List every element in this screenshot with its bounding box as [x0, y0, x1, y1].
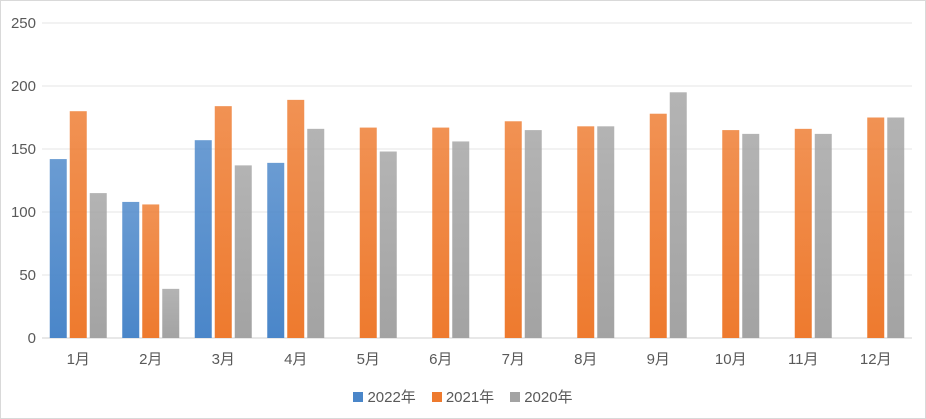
legend-item: 2021年: [431, 386, 495, 407]
legend: 2022年 2021年 2020年: [0, 386, 926, 407]
bar-2021年-6月: [432, 127, 450, 338]
x-tick-label: 10月: [715, 351, 747, 368]
bar-2020年-10月: [742, 133, 760, 338]
bars: [49, 92, 905, 338]
bar-2020年-6月: [452, 141, 470, 338]
x-tick-label: 5月: [357, 351, 380, 368]
legend-label: 2021年: [445, 389, 495, 406]
bar-2021年-10月: [722, 130, 740, 338]
bar-2020年-11月: [814, 133, 832, 338]
bar-2020年-4月: [307, 128, 325, 338]
bar-2020年-8月: [597, 126, 615, 338]
bar-2021年-1月: [69, 111, 87, 338]
legend-label: 2022年: [367, 389, 416, 406]
y-axis-labels: 0 50 100 150 200 250: [11, 15, 36, 347]
x-tick-label: 2月: [139, 351, 162, 368]
gridlines: [42, 22, 912, 339]
x-tick-label: 6月: [429, 351, 452, 368]
bar-2020年-2月: [162, 288, 180, 338]
y-tick-label: 50: [19, 267, 36, 284]
bar-2020年-12月: [887, 117, 905, 338]
bar-2020年-3月: [234, 165, 252, 338]
y-tick-label: 0: [28, 330, 36, 347]
bar-2022年-2月: [122, 201, 140, 338]
bar-2021年-12月: [867, 117, 885, 338]
y-tick-label: 250: [11, 15, 36, 32]
bar-2020年-9月: [669, 92, 687, 338]
legend-item: 2022年: [353, 386, 416, 407]
bar-2021年-11月: [794, 128, 812, 338]
y-tick-label: 100: [11, 204, 36, 221]
bar-2021年-7月: [504, 121, 522, 338]
bar-2022年-3月: [194, 140, 212, 338]
bar-2020年-5月: [379, 151, 397, 338]
legend-swatch: [431, 391, 442, 402]
y-tick-label: 200: [11, 78, 36, 95]
x-tick-label: 7月: [502, 351, 525, 368]
x-tick-label: 1月: [67, 351, 90, 368]
bar-2021年-9月: [649, 113, 667, 338]
bar-2020年-7月: [524, 130, 542, 338]
legend-item: 2020年: [510, 386, 573, 407]
x-tick-label: 12月: [860, 351, 892, 368]
bar-2021年-4月: [287, 99, 305, 338]
bar-2022年-4月: [267, 162, 285, 338]
x-tick-label: 8月: [574, 351, 597, 368]
bar-2020年-1月: [89, 193, 107, 338]
bar-2021年-3月: [214, 106, 232, 338]
bar-2021年-2月: [142, 204, 160, 338]
legend-swatch: [353, 391, 364, 402]
x-tick-label: 9月: [647, 351, 670, 368]
x-tick-label: 3月: [212, 351, 235, 368]
bar-2022年-1月: [49, 159, 67, 338]
x-tick-label: 11月: [788, 351, 819, 368]
legend-swatch: [510, 391, 521, 402]
x-axis-labels: 1月 2月 3月 4月 5月 6月 7月 8月 9月 10月 11月 12月: [67, 351, 892, 368]
bar-2021年-5月: [359, 127, 377, 338]
legend-label: 2020年: [524, 389, 573, 406]
x-tick-label: 4月: [284, 351, 307, 368]
y-tick-label: 150: [11, 141, 36, 158]
bar-2021年-8月: [577, 126, 595, 338]
